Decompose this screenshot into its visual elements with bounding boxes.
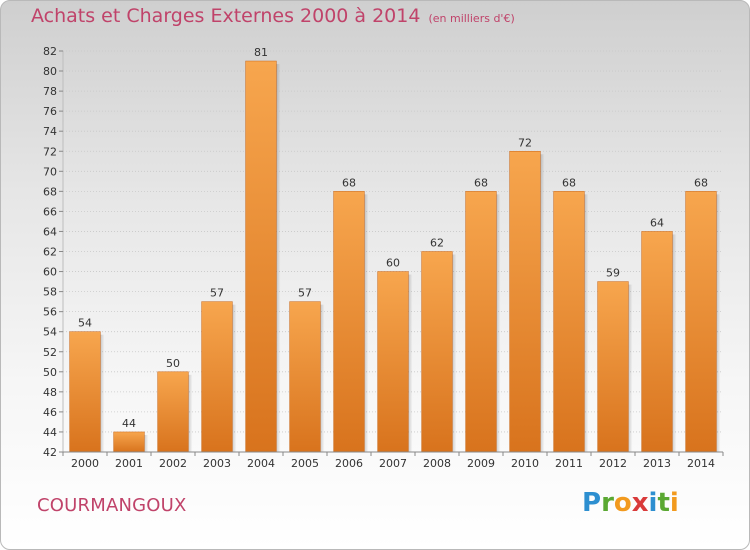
- value-label-2013: 64: [650, 216, 664, 229]
- logo-letter: r: [601, 488, 614, 518]
- bar-2007: [377, 271, 409, 453]
- bar-2010: [509, 151, 541, 453]
- proxiti-logo[interactable]: Proxiti: [582, 488, 679, 518]
- bar-shadow: [496, 194, 501, 452]
- value-label-2000: 54: [78, 317, 92, 330]
- bar-shadow: [276, 64, 281, 453]
- y-tick-label: 58: [43, 286, 57, 299]
- value-label-2010: 72: [518, 136, 532, 149]
- y-axis: 42 44 46 48 50 52 54 56 58 60 62 64 66 68 70 72 74 76 78 80…: [43, 45, 64, 459]
- value-label-2002: 50: [166, 357, 180, 370]
- x-tick-label-2002: 2002: [159, 457, 187, 470]
- value-label-2007: 60: [386, 257, 400, 270]
- y-tick-label: 70: [43, 165, 57, 178]
- y-tick-label: 50: [43, 366, 57, 379]
- x-tick-label-2006: 2006: [335, 457, 363, 470]
- y-tick-label: 80: [43, 65, 57, 78]
- y-tick-label: 42: [43, 446, 57, 459]
- bar-2013: [641, 231, 673, 453]
- bar-shadow: [144, 434, 149, 452]
- value-label-2003: 57: [210, 287, 224, 300]
- y-tick-label: 76: [43, 105, 57, 118]
- logo-letter: i: [669, 488, 679, 518]
- bar-shadow: [408, 274, 413, 452]
- x-tick-label-2000: 2000: [71, 457, 99, 470]
- logo-letter: t: [657, 488, 670, 518]
- x-tick-label-2005: 2005: [291, 457, 319, 470]
- y-tick-label: 62: [43, 246, 57, 259]
- value-label-2008: 62: [430, 237, 444, 250]
- bar-shadow: [320, 304, 325, 452]
- bar-2003: [201, 301, 233, 453]
- y-tick-label: 72: [43, 145, 57, 158]
- bar-2002: [157, 371, 189, 453]
- x-tick-label-2012: 2012: [599, 457, 627, 470]
- bar-2011: [553, 191, 585, 453]
- commune-name: COURMANGOUX: [37, 495, 187, 516]
- bar-2006: [333, 191, 365, 453]
- y-tick-label: 64: [43, 225, 57, 238]
- y-tick-label: 56: [43, 306, 57, 319]
- y-tick-label: 68: [43, 185, 57, 198]
- value-label-2012: 59: [606, 267, 620, 280]
- x-tick-label-2009: 2009: [467, 457, 495, 470]
- x-tick-label-2001: 2001: [115, 457, 143, 470]
- y-tick-label: 52: [43, 346, 57, 359]
- bar-2001: [113, 431, 145, 453]
- chart-title: Achats et Charges Externes 2000 à 2014 (e…: [31, 5, 515, 27]
- y-tick-label: 48: [43, 386, 57, 399]
- value-label-2006: 68: [342, 176, 356, 189]
- bar-2014: [685, 191, 717, 453]
- x-tick-label-2010: 2010: [511, 457, 539, 470]
- logo-letter: o: [613, 488, 632, 518]
- y-tick-label: 60: [43, 266, 57, 279]
- bar-2005: [289, 301, 321, 453]
- y-tick-label: 74: [43, 125, 57, 138]
- value-label-2009: 68: [474, 176, 488, 189]
- bar-shadow: [452, 254, 457, 452]
- bar-shadow: [540, 154, 545, 452]
- x-tick-label-2008: 2008: [423, 457, 451, 470]
- value-label-2005: 57: [298, 287, 312, 300]
- x-tick-label-2007: 2007: [379, 457, 407, 470]
- value-label-2001: 44: [122, 417, 136, 430]
- value-label-2014: 68: [694, 176, 708, 189]
- bar-2009: [465, 191, 497, 453]
- x-tick-label-2003: 2003: [203, 457, 231, 470]
- value-label-2004: 81: [254, 46, 268, 59]
- chart-unit: (en milliers d'€): [428, 12, 515, 25]
- bar-2012: [597, 281, 629, 453]
- logo-letter: x: [631, 488, 649, 518]
- x-tick-label-2013: 2013: [643, 457, 671, 470]
- logo-letter: P: [582, 488, 602, 518]
- bar-shadow: [100, 334, 105, 452]
- y-tick-label: 46: [43, 406, 57, 419]
- bar-2008: [421, 251, 453, 453]
- y-tick-label: 82: [43, 45, 57, 58]
- bar-2004: [245, 60, 277, 453]
- value-label-2011: 68: [562, 176, 576, 189]
- y-tick-label: 66: [43, 205, 57, 218]
- chart-title-text: Achats et Charges Externes 2000 à 2014: [31, 5, 421, 27]
- bar-shadow: [188, 374, 193, 452]
- bars: [69, 60, 721, 453]
- y-tick-label: 54: [43, 326, 57, 339]
- logo-letter: i: [648, 488, 658, 518]
- x-axis: 2000 2001 2002 2003 2004 2005 2006 2007 2008 2009…: [62, 451, 724, 470]
- x-tick-label-2011: 2011: [555, 457, 583, 470]
- y-tick-label: 44: [43, 426, 57, 439]
- y-tick-label: 78: [43, 85, 57, 98]
- bar-shadow: [716, 194, 721, 452]
- bar-shadow: [628, 284, 633, 452]
- bar-shadow: [232, 304, 237, 452]
- value-labels: 54 44 50 57 81 57 68 60 62 68 72 68 59 64 68: [78, 46, 708, 430]
- bar-shadow: [672, 234, 677, 452]
- x-tick-label-2004: 2004: [247, 457, 275, 470]
- x-tick-label-2014: 2014: [687, 457, 715, 470]
- bar-shadow: [584, 194, 589, 452]
- bar-shadow: [364, 194, 369, 452]
- bar-2000: [69, 331, 101, 453]
